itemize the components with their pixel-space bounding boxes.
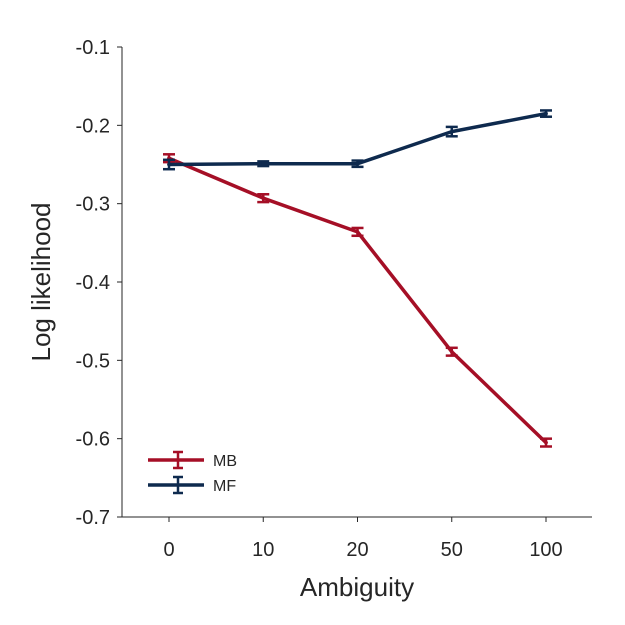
y-tick-label: -0.1: [76, 37, 110, 59]
series-mf: [163, 109, 552, 171]
error-bar: [257, 160, 270, 168]
data-point: [167, 162, 171, 167]
series-mb: [163, 153, 552, 448]
x-tick-label: 100: [529, 539, 562, 561]
data-point: [355, 161, 360, 166]
data-point: [449, 129, 454, 134]
legend-item-mb: MB: [148, 450, 237, 470]
y-ticks: -0.1 -0.2 -0.3 -0.4 -0.5 -0.6 -0.7: [76, 37, 122, 529]
legend-label: MF: [213, 478, 236, 495]
y-axis-label: Log likelihood: [26, 202, 56, 361]
error-bar: [540, 437, 552, 448]
error-bar: [257, 193, 270, 204]
y-tick-label: -0.2: [76, 115, 110, 137]
x-ticks: 0 10 20 50 100: [163, 517, 563, 561]
legend-item-mf: MF: [148, 475, 236, 495]
x-axis-label: Ambiguity: [300, 572, 414, 602]
x-tick-label: 10: [252, 539, 274, 561]
y-tick-label: -0.7: [76, 507, 110, 529]
series-line-mf: [167, 111, 548, 167]
y-tick-label: -0.5: [76, 350, 110, 372]
x-tick-label: 50: [441, 539, 463, 561]
y-tick-label: -0.3: [76, 194, 110, 216]
error-bar: [163, 158, 175, 171]
data-point: [355, 230, 360, 234]
error-bar: [540, 109, 552, 118]
x-tick-label: 20: [346, 539, 368, 561]
data-point: [261, 196, 266, 200]
error-bar: [445, 346, 458, 357]
legend: MB MF: [148, 450, 237, 495]
error-bar: [351, 226, 364, 238]
error-bar: [445, 125, 458, 138]
series-layer: [163, 109, 552, 448]
data-point: [261, 161, 266, 166]
x-tick-label: 0: [163, 539, 174, 561]
legend-label: MB: [213, 453, 237, 470]
data-point: [544, 440, 548, 445]
y-tick-label: -0.6: [76, 429, 110, 451]
y-tick-label: -0.4: [76, 272, 110, 294]
data-point: [544, 111, 548, 116]
data-point: [449, 349, 454, 354]
error-bar: [351, 159, 364, 169]
series-line-mb: [167, 156, 548, 445]
